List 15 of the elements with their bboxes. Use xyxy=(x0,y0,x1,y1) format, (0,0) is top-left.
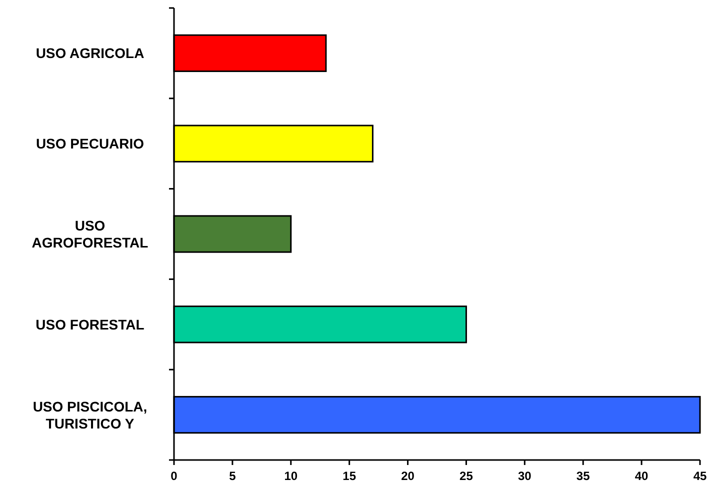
x-tick-label: 20 xyxy=(401,469,415,483)
x-tick-label: 5 xyxy=(229,469,236,483)
y-tick-label: USO AGRICOLA xyxy=(36,45,144,62)
y-tick-label: USO FORESTAL xyxy=(36,316,145,332)
y-tick-label: USO AGROFORESTAL xyxy=(32,218,149,250)
x-tick-label: 35 xyxy=(576,469,590,483)
x-tick-label: 15 xyxy=(342,469,356,483)
x-tick-label: 30 xyxy=(518,469,532,483)
x-tick-label: 45 xyxy=(693,469,707,483)
x-tick-label: 25 xyxy=(460,469,474,483)
y-tick-label: USO PISCICOLA, TURISTICO Y xyxy=(32,398,148,432)
x-tick-label: 0 xyxy=(170,469,178,483)
x-tick-label: 10 xyxy=(284,469,298,483)
x-tick-label: 40 xyxy=(634,469,649,483)
y-tick-label: USO PECUARIO xyxy=(36,136,144,152)
